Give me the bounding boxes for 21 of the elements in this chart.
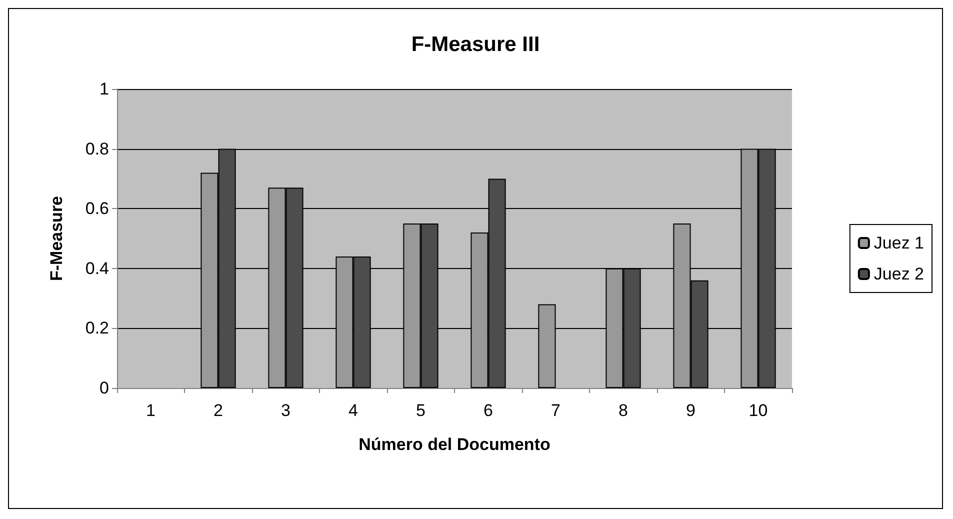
- x-tick-label: 7: [551, 401, 560, 420]
- x-tick-label: 2: [214, 401, 223, 420]
- y-tick-label: 0.8: [85, 139, 109, 158]
- y-axis-title: F-Measure: [47, 196, 66, 282]
- x-tick-label: 10: [748, 401, 768, 420]
- legend-label: Juez 1: [874, 234, 924, 252]
- y-tick-label: 0.6: [85, 199, 109, 218]
- legend-label: Juez 2: [874, 264, 924, 284]
- x-tick-label: 3: [281, 401, 290, 420]
- x-tick-label: 5: [416, 401, 426, 420]
- y-tick-label: 0: [100, 378, 109, 398]
- x-tick-label: 4: [348, 401, 358, 420]
- x-tick-label: 9: [686, 401, 696, 420]
- x-tick-label: 8: [618, 401, 628, 420]
- x-tick-label: 6: [484, 401, 493, 420]
- chart-title: F-Measure III: [411, 33, 540, 56]
- x-tick-label: 1: [146, 401, 156, 420]
- y-tick-label: 0.4: [85, 258, 109, 278]
- y-tick-label: 0.2: [85, 318, 109, 338]
- x-axis-title: Número del Documento: [358, 435, 550, 454]
- y-tick-label: 1: [100, 80, 109, 98]
